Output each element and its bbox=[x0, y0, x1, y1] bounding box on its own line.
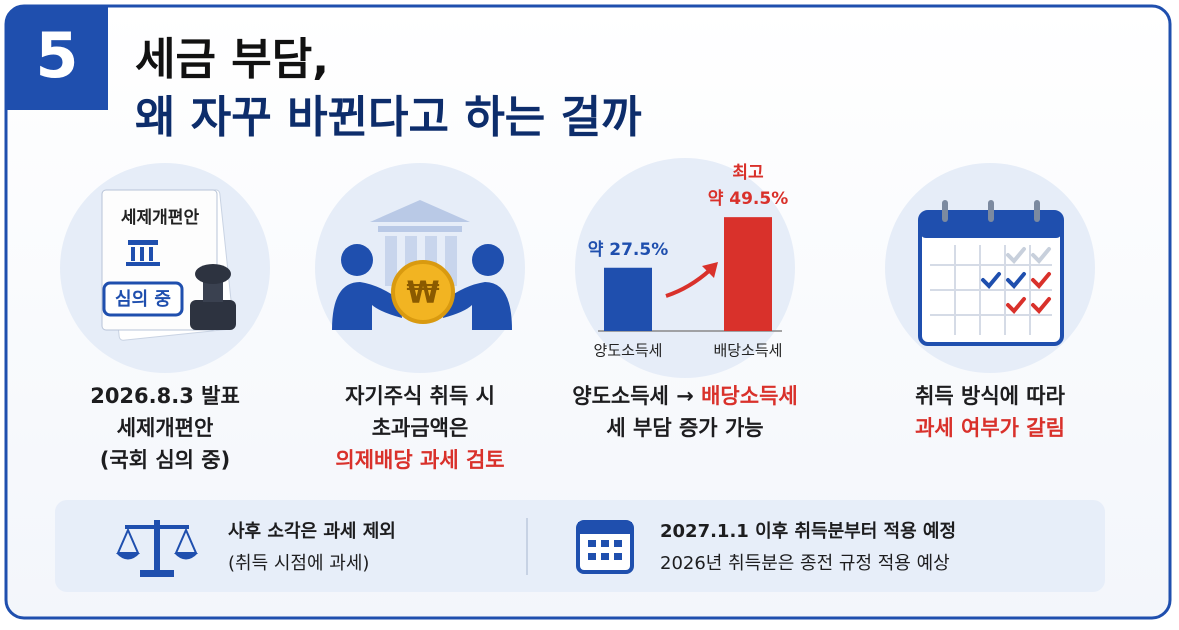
caption-line: 초과금액은 bbox=[372, 416, 469, 440]
stamp-label: 심의 중 bbox=[115, 289, 171, 310]
category-label: 양도소득세 bbox=[593, 342, 662, 360]
caption-line: 자기주식 취득 시 bbox=[345, 384, 495, 408]
footer-line: (취득 시점에 과세) bbox=[228, 553, 369, 574]
caption-text: 의제배당 과세 검토 bbox=[335, 448, 504, 472]
handover-icon bbox=[332, 200, 512, 330]
caption-text: 양도소득세 → bbox=[572, 384, 701, 408]
caption-text: 과세 여부가 갈림 bbox=[915, 416, 1065, 440]
caption-text: 자기주식 취득 시 bbox=[345, 384, 495, 408]
caption-text: 2026.8.3 발표 bbox=[90, 384, 240, 408]
caption-line: 세 부담 증가 가능 bbox=[606, 416, 763, 440]
caption-line: 의제배당 과세 검토 bbox=[335, 448, 504, 472]
bar bbox=[724, 217, 772, 331]
document-label: 세제개편안 bbox=[121, 208, 200, 228]
footer-line: 사후 소각은 과세 제외 bbox=[228, 521, 396, 542]
caption-text: 세제개편안 bbox=[117, 416, 214, 440]
value-label: 약 27.5% bbox=[588, 239, 669, 260]
caption-line: 취득 방식에 따라 bbox=[915, 384, 1066, 408]
category-label: 배당소득세 bbox=[713, 342, 782, 360]
caption-text: 취득 방식에 따라 bbox=[915, 384, 1066, 408]
footer-line: 2026년 취득분은 종전 규정 적용 예상 bbox=[660, 553, 950, 574]
calendar-small-icon bbox=[576, 520, 634, 574]
caption-line: (국회 심의 중) bbox=[100, 448, 230, 472]
title-line: 왜 자꾸 바뀐다고 하는 걸까 bbox=[135, 92, 642, 143]
caption-line: 양도소득세 → 배당소득세 bbox=[572, 384, 797, 408]
caption-line: 세제개편안 bbox=[117, 416, 214, 440]
badge-box bbox=[6, 6, 108, 110]
value-note: 최고 bbox=[732, 163, 764, 183]
title-line: 세금 부담, bbox=[135, 34, 329, 85]
increase-arrow bbox=[665, 268, 712, 298]
document-icon bbox=[101, 189, 236, 341]
caption-text: (국회 심의 중) bbox=[100, 448, 230, 472]
badge-number: 5 bbox=[35, 19, 78, 92]
caption-line: 2026.8.3 발표 bbox=[90, 384, 240, 408]
footer-line: 2027.1.1 이후 취득분부터 적용 예정 bbox=[660, 521, 956, 542]
caption-line: 과세 여부가 갈림 bbox=[915, 416, 1065, 440]
increase-arrow-head bbox=[702, 262, 718, 278]
scale-icon bbox=[116, 520, 198, 577]
coin-symbol: ₩ bbox=[406, 276, 439, 311]
caption-text: 배당소득세 bbox=[701, 384, 798, 408]
bar bbox=[604, 267, 652, 331]
caption-text: 초과금액은 bbox=[372, 416, 469, 440]
value-label: 약 49.5% bbox=[708, 188, 789, 209]
calendar-icon bbox=[918, 200, 1064, 346]
caption-text: 세 부담 증가 가능 bbox=[606, 416, 763, 440]
